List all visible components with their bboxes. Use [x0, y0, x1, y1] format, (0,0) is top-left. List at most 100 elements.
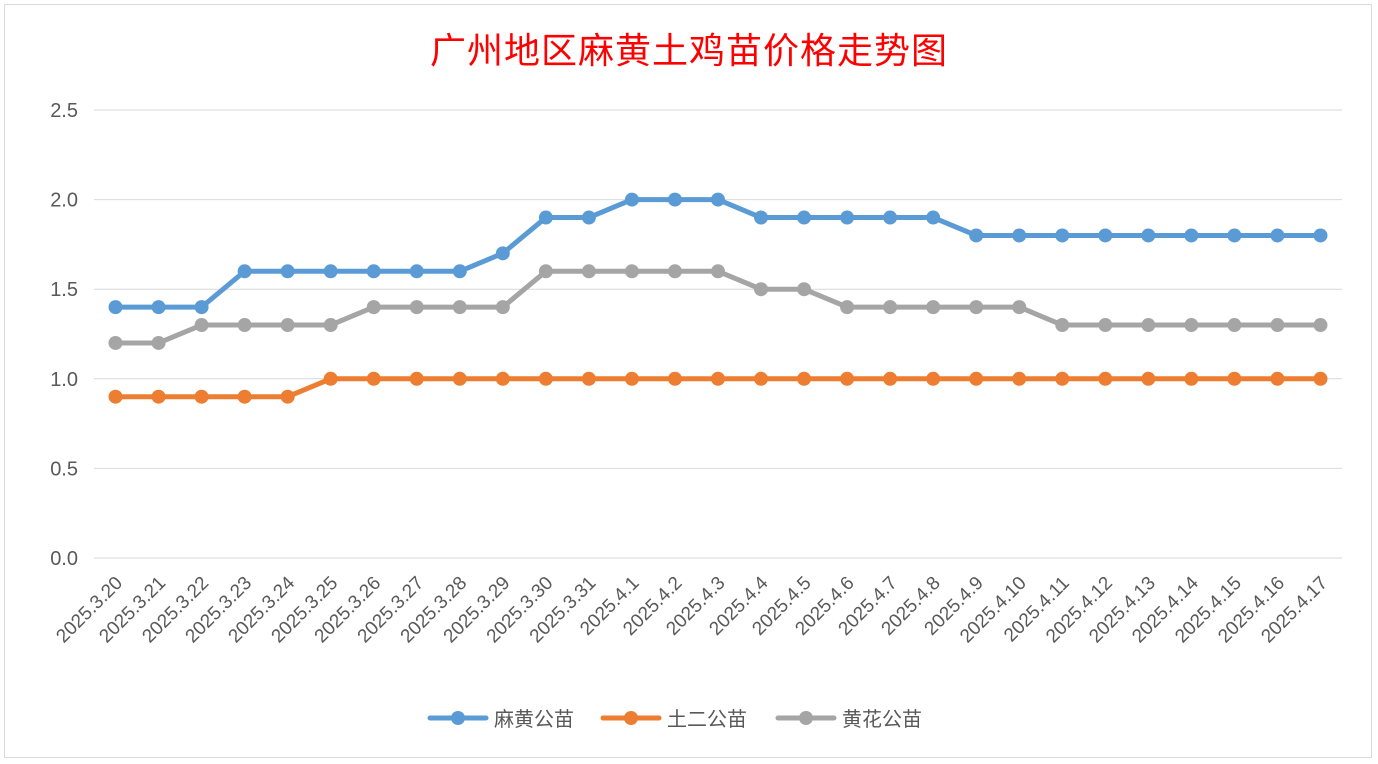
- data-point: [366, 371, 381, 386]
- legend-item: 黄花公苗: [775, 707, 922, 731]
- data-point: [280, 318, 295, 333]
- legend-label: 麻黄公苗: [494, 707, 574, 731]
- data-point: [1141, 371, 1156, 386]
- gridlines: [94, 109, 1342, 559]
- series-3: [108, 264, 1328, 350]
- data-point: [883, 210, 898, 225]
- y-tick-label: 2.0: [50, 190, 78, 212]
- legend-marker: [624, 711, 638, 725]
- data-point: [969, 228, 984, 243]
- series-lines: [108, 192, 1328, 404]
- data-point: [624, 264, 639, 279]
- data-point: [711, 371, 725, 386]
- data-point: [1227, 371, 1242, 386]
- data-point: [194, 300, 209, 315]
- legend-item: 麻黄公苗: [427, 707, 574, 731]
- data-point: [624, 192, 639, 207]
- data-point: [1184, 371, 1199, 386]
- data-point: [1141, 318, 1156, 333]
- data-point: [151, 389, 166, 404]
- y-tick-label: 0.0: [50, 548, 78, 570]
- data-point: [323, 318, 338, 333]
- data-point: [452, 371, 467, 386]
- series-2: [108, 371, 1328, 404]
- data-point: [1055, 371, 1070, 386]
- data-point: [538, 371, 553, 386]
- data-point: [754, 282, 769, 297]
- data-point: [667, 371, 682, 386]
- data-point: [1313, 371, 1328, 386]
- y-tick-label: 1.5: [50, 279, 78, 301]
- data-point: [624, 371, 639, 386]
- legend: 麻黄公苗 土二公苗 黄花公苗: [427, 707, 922, 731]
- data-point: [1012, 300, 1027, 315]
- data-point: [366, 264, 381, 279]
- y-axis-ticks: 0.0 0.5 1.0 1.5 2.0 2.5: [50, 100, 78, 570]
- data-point: [323, 371, 338, 386]
- data-point: [1098, 318, 1113, 333]
- data-point: [667, 192, 682, 207]
- data-point: [883, 371, 898, 386]
- data-point: [108, 300, 123, 315]
- y-tick-label: 2.5: [50, 100, 78, 122]
- data-point: [108, 335, 123, 350]
- data-point: [840, 210, 855, 225]
- data-point: [926, 371, 941, 386]
- legend-marker: [451, 711, 465, 725]
- data-point: [538, 264, 553, 279]
- data-point: [194, 389, 209, 404]
- data-point: [754, 210, 769, 225]
- data-point: [1270, 371, 1285, 386]
- data-point: [1098, 228, 1113, 243]
- data-point: [581, 210, 596, 225]
- data-point: [711, 264, 725, 279]
- data-point: [452, 264, 467, 279]
- data-point: [194, 318, 209, 333]
- data-point: [1227, 318, 1242, 333]
- data-point: [151, 335, 166, 350]
- data-point: [883, 300, 898, 315]
- data-point: [538, 210, 553, 225]
- data-point: [237, 318, 252, 333]
- data-point: [280, 389, 295, 404]
- data-point: [1270, 318, 1285, 333]
- data-point: [969, 371, 984, 386]
- data-point: [280, 264, 295, 279]
- data-point: [366, 300, 381, 315]
- data-point: [452, 300, 467, 315]
- series-line: [113, 197, 1323, 310]
- data-point: [323, 264, 338, 279]
- data-point: [1313, 318, 1328, 333]
- data-point: [1227, 228, 1242, 243]
- legend-item: 土二公苗: [600, 707, 747, 731]
- data-point: [840, 300, 855, 315]
- data-point: [237, 264, 252, 279]
- data-point: [840, 371, 855, 386]
- data-point: [1184, 228, 1199, 243]
- data-point: [1313, 228, 1328, 243]
- data-point: [495, 300, 510, 315]
- data-point: [1098, 371, 1113, 386]
- data-point: [1055, 228, 1070, 243]
- legend-label: 土二公苗: [667, 707, 747, 731]
- data-point: [581, 371, 596, 386]
- series-1: [108, 192, 1328, 315]
- data-point: [926, 300, 941, 315]
- data-point: [1184, 318, 1199, 333]
- data-point: [1012, 371, 1027, 386]
- data-point: [151, 300, 166, 315]
- chart-title: 广州地区麻黄土鸡苗价格走势图: [429, 31, 948, 72]
- data-point: [495, 246, 510, 261]
- data-point: [1141, 228, 1156, 243]
- data-point: [1055, 318, 1070, 333]
- data-point: [409, 371, 424, 386]
- data-point: [667, 264, 682, 279]
- data-point: [1270, 228, 1285, 243]
- data-point: [495, 371, 510, 386]
- legend-marker: [799, 711, 813, 725]
- x-axis-ticks: 2025.3.202025.3.212025.3.222025.3.232025…: [52, 572, 1332, 647]
- data-point: [969, 300, 984, 315]
- data-point: [926, 210, 941, 225]
- data-point: [797, 210, 812, 225]
